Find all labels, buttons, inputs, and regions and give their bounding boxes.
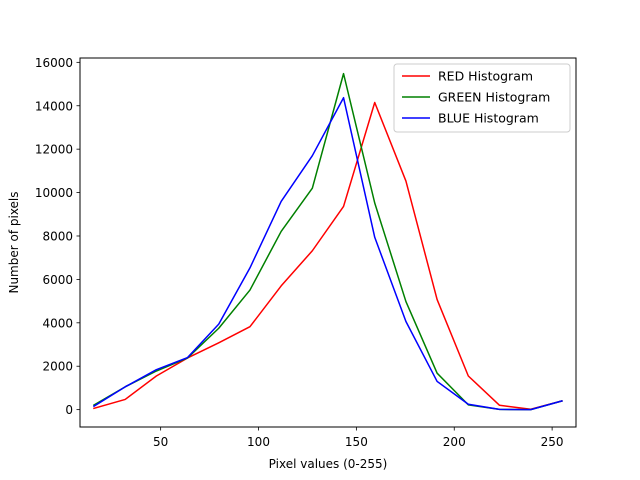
legend-box — [393, 63, 571, 133]
x-axis-label: Pixel values (0-255) — [269, 457, 388, 471]
y-axis-label: Number of pixels — [7, 191, 21, 293]
x-tick-label: 250 — [541, 435, 564, 449]
y-tick-label: 2000 — [42, 360, 73, 374]
axis-ticks: 50 100 150 200 250 0 2000 4000 6000 8000 10000 1200… — [35, 56, 564, 449]
y-tick-label: 8000 — [42, 229, 73, 243]
y-tick-label: 16000 — [35, 56, 73, 70]
y-tick-label: 12000 — [35, 143, 73, 157]
legend-label: RED Histogram — [438, 69, 533, 84]
x-tick-label: 50 — [153, 435, 168, 449]
y-tick-label: 0 — [65, 403, 73, 417]
x-tick-label: 200 — [443, 435, 466, 449]
y-tick-label: 14000 — [35, 99, 73, 113]
plot-area — [92, 72, 563, 411]
axes-frame — [79, 57, 577, 428]
y-tick-label: 10000 — [35, 186, 73, 200]
legend: RED Histogram GREEN Histogram BLUE Histogr… — [393, 63, 571, 133]
legend-label: BLUE Histogram — [438, 111, 539, 126]
legend-label: GREEN Histogram — [438, 90, 550, 105]
x-tick-label: 150 — [345, 435, 368, 449]
y-tick-label: 6000 — [42, 273, 73, 287]
series-line-red — [93, 101, 563, 410]
x-tick-label: 100 — [247, 435, 270, 449]
series-line-blue — [92, 96, 563, 411]
y-tick-label: 4000 — [42, 316, 73, 330]
